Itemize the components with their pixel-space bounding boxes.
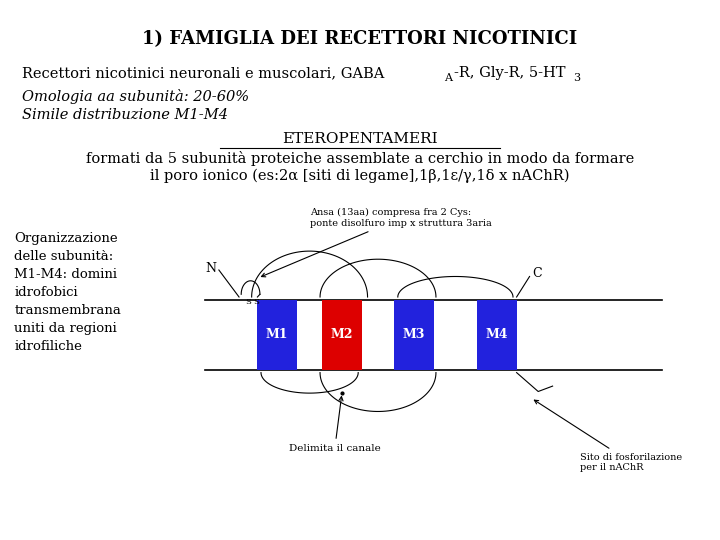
- Text: formati da 5 subunità proteiche assemblate a cerchio in modo da formare: formati da 5 subunità proteiche assembla…: [86, 151, 634, 166]
- Text: M2: M2: [330, 328, 354, 341]
- Bar: [323, 300, 361, 370]
- Text: il poro ionico (es:2α [siti di legame],1β,1ε/γ,1δ x nAChR): il poro ionico (es:2α [siti di legame],1…: [150, 168, 570, 183]
- Text: N: N: [205, 262, 216, 275]
- Text: M3: M3: [402, 328, 426, 341]
- Text: 1) FAMIGLIA DEI RECETTORI NICOTINICI: 1) FAMIGLIA DEI RECETTORI NICOTINICI: [143, 30, 577, 48]
- Text: Organizzazione
delle subunità:
M1-M4: domini
idrofobici
transmembrana
uniti da r: Organizzazione delle subunità: M1-M4: do…: [14, 232, 121, 353]
- Text: -R, Gly-R, 5-HT: -R, Gly-R, 5-HT: [454, 66, 565, 80]
- Text: Recettori nicotinici neuronali e muscolari, GABA: Recettori nicotinici neuronali e muscola…: [22, 66, 384, 80]
- Text: ETEROPENTAMERI: ETEROPENTAMERI: [282, 132, 438, 146]
- Text: A: A: [444, 73, 452, 84]
- Text: C: C: [532, 267, 542, 280]
- Text: S: S: [246, 298, 251, 306]
- Text: Ansa (13aa) compresa fra 2 Cys:
ponte disolfuro imp x struttura 3aria: Ansa (13aa) compresa fra 2 Cys: ponte di…: [261, 208, 491, 277]
- Text: S: S: [253, 298, 259, 306]
- Text: M4: M4: [485, 328, 508, 341]
- Bar: [258, 300, 297, 370]
- Text: Simile distribuzione M1-M4: Simile distribuzione M1-M4: [22, 108, 228, 122]
- Text: Omologia aa subunità: 20-60%: Omologia aa subunità: 20-60%: [22, 89, 248, 104]
- Text: 3: 3: [573, 73, 580, 84]
- Text: Delimita il canale: Delimita il canale: [289, 396, 381, 453]
- Text: Sito di fosforilazione
per il nAChR: Sito di fosforilazione per il nAChR: [534, 400, 682, 472]
- Bar: [395, 300, 433, 370]
- Text: M1: M1: [266, 328, 289, 341]
- Bar: [477, 300, 517, 370]
